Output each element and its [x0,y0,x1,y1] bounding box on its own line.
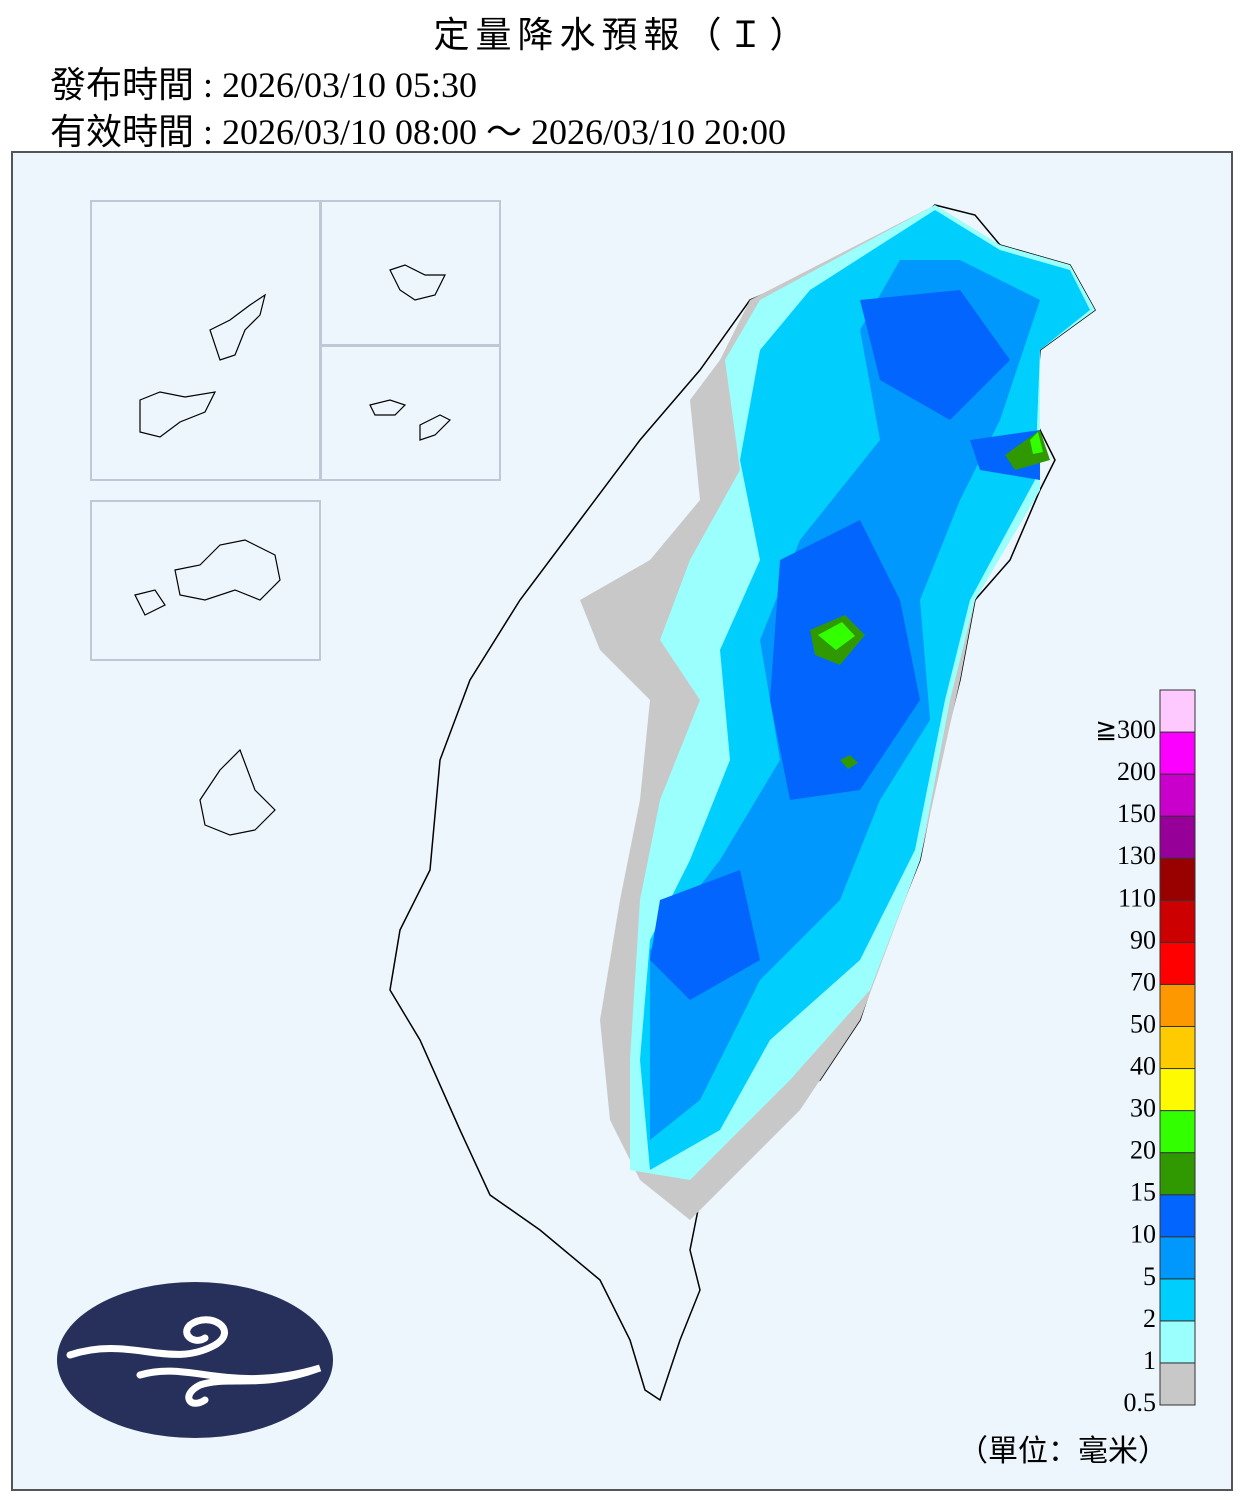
legend-swatch [1159,1110,1196,1154]
legend-swatch [1159,1362,1196,1406]
legend-label: 1 [1143,1346,1156,1375]
logo [57,1282,333,1438]
legend-label: 40 [1130,1051,1156,1080]
legend-label: 0.5 [1124,1388,1157,1417]
legend-swatch [1159,1152,1196,1196]
legend: 0.5 1 2 5 10 15 20 30 40 50 70 90 110 130 150 200 ≧300 [1095,689,1196,1417]
legend-label: 130 [1117,841,1156,870]
legend-swatch [1159,1025,1196,1070]
legend-label: 200 [1117,757,1156,786]
legend-label: 20 [1130,1136,1156,1165]
legend-label: 30 [1130,1094,1156,1123]
legend-swatch [1159,689,1196,733]
legend-swatch [1159,983,1196,1027]
legend-label: 110 [1118,883,1156,912]
islands [134,264,566,871]
unit-label: （單位：毫米） [958,1435,1168,1468]
legend-label: 10 [1130,1220,1156,1249]
legend-label: 150 [1117,799,1156,828]
legend-label: 50 [1130,1009,1156,1038]
legend-swatch [1159,731,1196,775]
legend-swatch [1159,773,1196,817]
rain-areas [580,205,1095,1220]
issue-time: 發布時間 : 2026/03/10 05:30 [50,65,478,105]
legend-swatch [1159,1068,1196,1112]
legend-swatch [1159,1236,1196,1280]
legend-swatch [1159,815,1196,859]
legend-swatch [1159,941,1196,985]
legend-label: 5 [1143,1262,1156,1291]
legend-swatch [1159,1194,1196,1238]
title: 定量降水預報（Ｉ） [433,15,812,55]
legend-swatch [1159,1320,1196,1364]
valid-time: 有效時間 : 2026/03/10 08:00 ～ 2026/03/10 20:… [50,112,787,152]
legend-label: 70 [1130,967,1156,996]
legend-swatch [1159,1278,1196,1322]
legend-label: ≧300 [1095,715,1156,744]
legend-label: 15 [1130,1178,1156,1207]
legend-label: 2 [1143,1304,1156,1333]
legend-swatch [1159,899,1196,943]
inset-boxes [90,200,501,661]
legend-swatch [1159,857,1196,901]
legend-label: 90 [1130,925,1156,954]
